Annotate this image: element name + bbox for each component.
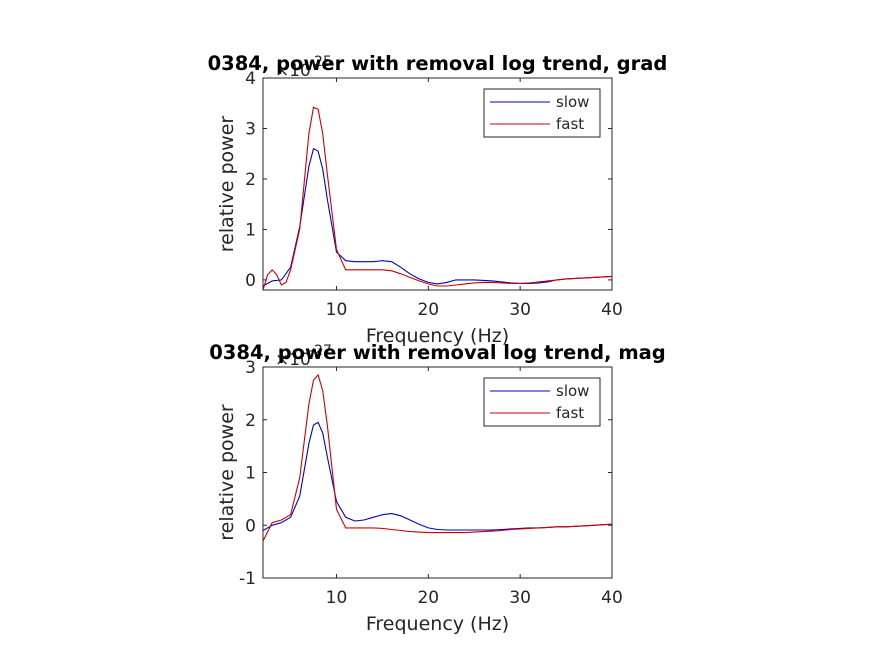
y-tick-label: 2 (245, 170, 256, 190)
chart-title: 0384, power with removal log trend, mag (209, 341, 666, 364)
y-axis-label: relative power (216, 404, 238, 541)
y-tick-label: 1 (245, 464, 256, 484)
y-exponent: ×10 (275, 350, 311, 370)
legend-label-slow: slow (556, 93, 589, 111)
y-tick-label: 3 (245, 358, 256, 378)
x-tick-label: 10 (326, 300, 348, 320)
x-axis-label: Frequency (Hz) (366, 613, 509, 635)
x-tick-label: 20 (417, 300, 439, 320)
legend-box (483, 88, 601, 138)
y-tick-label: 1 (245, 220, 256, 240)
y-tick-label: 4 (245, 69, 256, 89)
legend-label-slow: slow (556, 382, 589, 400)
x-axis-label: Frequency (Hz) (366, 325, 509, 347)
series-line-slow (263, 147, 612, 287)
x-tick-label: 10 (326, 588, 348, 608)
series-line-fast (263, 106, 612, 290)
series-line-fast (263, 373, 612, 542)
y-tick-label: 2 (245, 411, 256, 431)
x-tick-label: 40 (601, 588, 623, 608)
x-tick-label: 40 (601, 300, 623, 320)
y-tick-label: -1 (239, 569, 256, 589)
y-exponent-power: -25 (309, 54, 332, 70)
y-tick-label: 3 (245, 119, 256, 139)
legend-label-fast: fast (556, 404, 584, 422)
x-tick-label: 30 (509, 588, 531, 608)
x-tick-label: 20 (417, 588, 439, 608)
y-exponent-power: -27 (309, 343, 332, 359)
chart-title: 0384, power with removal log trend, grad (208, 52, 668, 75)
legend-box (483, 377, 601, 427)
y-axis-label: relative power (216, 116, 238, 253)
y-exponent: ×10 (275, 61, 311, 81)
y-tick-label: 0 (245, 516, 256, 536)
x-tick-label: 30 (509, 300, 531, 320)
legend-label-fast: fast (556, 115, 584, 133)
y-tick-label: 0 (245, 271, 256, 291)
